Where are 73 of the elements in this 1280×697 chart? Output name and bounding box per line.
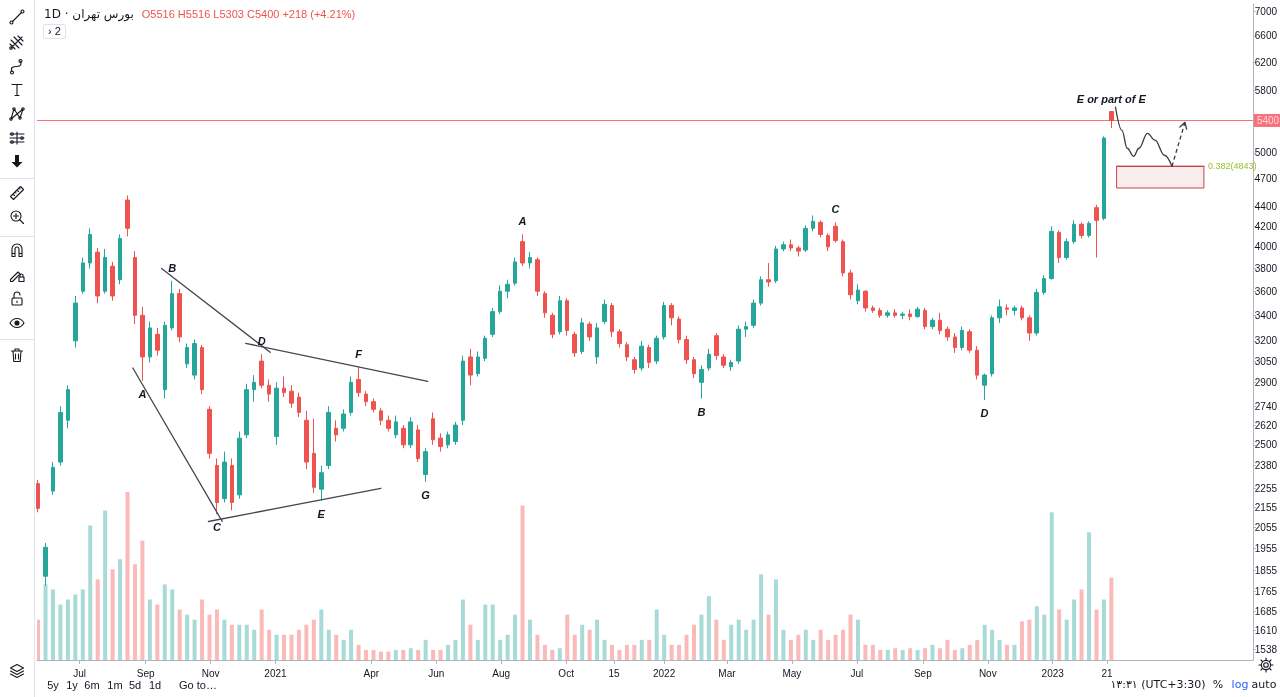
y-tick-label: 4000 <box>1254 241 1278 253</box>
x-tick-label: 2021 <box>264 667 288 679</box>
x-tick-label: Sep <box>913 667 933 679</box>
y-tick-label: 2380 <box>1254 460 1278 472</box>
y-tick-label: 3800 <box>1254 262 1278 274</box>
text: Go to… <box>179 678 217 692</box>
text: log <box>1231 678 1249 692</box>
series-label: 0.382(4843) <box>1207 161 1257 172</box>
y-tick-label: 2255 <box>1254 482 1278 494</box>
text: 1d <box>148 679 162 692</box>
annotation: C <box>212 521 222 534</box>
x-tick-label: Jul <box>850 667 864 679</box>
y-tick-label: 3600 <box>1254 285 1278 297</box>
annotation: A <box>137 387 147 400</box>
x-tick-label: Sep <box>136 667 155 679</box>
x-tick-label: Apr <box>363 667 380 679</box>
text: 5y <box>47 678 59 692</box>
annotation: D <box>980 407 989 420</box>
x-tick-label: Jul <box>73 667 86 679</box>
y-tick-label: 2055 <box>1254 521 1278 533</box>
annotation: C <box>831 203 841 216</box>
ref-line-label: 5400 <box>1256 114 1280 126</box>
x-tick-label: Nov <box>978 667 997 679</box>
x-tick-label: Mar <box>718 667 737 679</box>
y-tick-label: 2900 <box>1254 376 1278 388</box>
annotation: F <box>355 347 363 360</box>
x-tick-label: 2023 <box>1041 667 1065 679</box>
chart-subtitle: O5516 H5516 L5303 C5400 +218 (+4.21%) <box>141 8 356 20</box>
annotation: B <box>697 405 706 418</box>
text: auto <box>1251 678 1277 692</box>
x-tick-label: 2022 <box>652 667 676 679</box>
y-tick-label: 1855 <box>1254 565 1278 577</box>
y-tick-label: 5000 <box>1254 147 1278 159</box>
chart-title: 1D · بورس تهران <box>44 7 134 21</box>
annotation: E or part of E <box>1076 92 1147 105</box>
x-tick-label: Aug <box>492 667 511 679</box>
x-tick-label: Oct <box>558 667 575 679</box>
y-tick-label: 4700 <box>1254 173 1278 185</box>
y-tick-label: 1685 <box>1254 605 1278 617</box>
y-tick-label: 4200 <box>1254 220 1278 232</box>
x-tick-label: 15 <box>608 667 621 679</box>
y-tick-label: 2740 <box>1254 400 1278 412</box>
annotation: D <box>257 335 266 348</box>
y-tick-label: 3050 <box>1254 355 1278 367</box>
y-tick-label: 5800 <box>1254 84 1278 96</box>
annotation: B <box>168 261 177 274</box>
y-tick-label: 6600 <box>1254 30 1278 42</box>
x-tick-label: May <box>782 667 802 679</box>
y-tick-label: 3400 <box>1254 309 1278 321</box>
y-tick-label: 7000 <box>1254 5 1278 17</box>
y-tick-label: 2620 <box>1254 419 1278 431</box>
y-tick-label: 2500 <box>1254 439 1278 451</box>
annotation: A <box>517 215 527 228</box>
y-tick-label: 6200 <box>1254 56 1278 68</box>
y-tick-label: 3200 <box>1254 335 1278 347</box>
y-tick-label: 1610 <box>1254 624 1278 636</box>
x-tick-label: Nov <box>201 667 220 679</box>
y-tick-label: 4400 <box>1254 201 1278 213</box>
text: ۱۳:۳۱ (UTC+3:30) <box>1110 678 1206 692</box>
text: 1m <box>107 678 123 692</box>
text: % <box>1212 678 1224 692</box>
y-tick-label: 1955 <box>1254 542 1278 554</box>
y-tick-label: 1538 <box>1254 643 1278 655</box>
text: 1y <box>66 678 78 692</box>
text: 6m <box>84 678 100 692</box>
x-tick-label: Jun <box>428 667 445 679</box>
annotation: E <box>317 507 326 520</box>
text: 5d <box>128 679 142 692</box>
y-tick-label: 1765 <box>1254 585 1278 597</box>
y-tick-label: 2155 <box>1254 501 1278 513</box>
annotation: › 2 <box>43 24 66 39</box>
x-tick-label: 21 <box>1101 667 1114 679</box>
annotation: G <box>421 488 431 501</box>
